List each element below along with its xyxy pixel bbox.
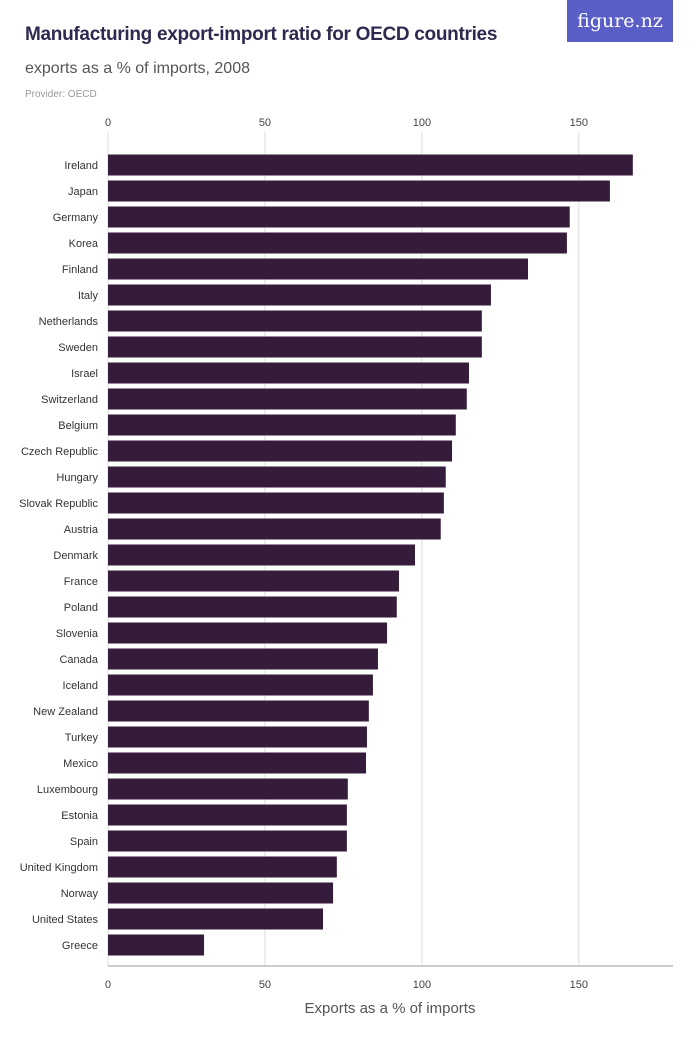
category-label: Mexico	[63, 758, 98, 770]
category-label: Hungary	[56, 472, 98, 484]
category-label: France	[64, 576, 98, 588]
bar-sweden	[108, 336, 482, 358]
x-tick-label-top: 150	[570, 117, 588, 129]
bar-greece	[108, 934, 205, 956]
bar-finland	[108, 258, 528, 280]
bar-slovak-republic	[108, 492, 444, 514]
category-label: Estonia	[61, 810, 99, 822]
bar-denmark	[108, 544, 415, 566]
category-label: Slovak Republic	[19, 498, 98, 510]
x-tick-label-bottom: 0	[105, 979, 111, 991]
bar-france	[108, 570, 399, 592]
bar-netherlands	[108, 310, 482, 332]
bar-norway	[108, 882, 334, 904]
chart-title: Manufacturing export-import ratio for OE…	[25, 24, 498, 45]
category-label: United States	[32, 914, 99, 926]
category-label: Iceland	[63, 680, 98, 692]
category-label: Poland	[64, 602, 98, 614]
category-label: New Zealand	[33, 706, 98, 718]
category-label: Italy	[78, 290, 99, 302]
bar-japan	[108, 180, 610, 202]
category-label: United Kingdom	[20, 862, 98, 874]
category-label: Austria	[64, 524, 99, 536]
provider-label: Provider: OECD	[25, 89, 97, 100]
bar-italy	[108, 284, 491, 306]
category-label: Germany	[53, 212, 99, 224]
bar-luxembourg	[108, 778, 348, 800]
category-label: Switzerland	[41, 394, 98, 406]
bar-ireland	[108, 154, 633, 176]
category-label: Greece	[62, 940, 98, 952]
category-label: Netherlands	[39, 316, 99, 328]
x-tick-label-top: 50	[259, 117, 271, 129]
bar-canada	[108, 648, 378, 670]
x-tick-label-top: 0	[105, 117, 111, 129]
category-label: Belgium	[58, 420, 98, 432]
bar-united-states	[108, 908, 324, 930]
x-tick-label-bottom: 100	[413, 979, 431, 991]
chart-subtitle: exports as a % of imports, 2008	[25, 60, 250, 77]
bar-switzerland	[108, 388, 467, 410]
bar-spain	[108, 830, 347, 852]
bar-poland	[108, 596, 397, 618]
x-axis-title: Exports as a % of imports	[305, 1000, 476, 1017]
bar-austria	[108, 518, 441, 540]
category-label: Canada	[59, 654, 98, 666]
bar-belgium	[108, 414, 456, 436]
x-tick-label-bottom: 50	[259, 979, 271, 991]
bar-germany	[108, 206, 570, 228]
category-label: Sweden	[58, 342, 98, 354]
category-label: Norway	[61, 888, 99, 900]
category-label: Turkey	[65, 732, 99, 744]
category-label: Korea	[69, 238, 99, 250]
category-label: Ireland	[64, 160, 98, 172]
category-label: Israel	[71, 368, 98, 380]
category-label: Slovenia	[56, 628, 99, 640]
bar-new-zealand	[108, 700, 369, 722]
bar-israel	[108, 362, 469, 384]
category-label: Finland	[62, 264, 98, 276]
category-label: Denmark	[53, 550, 98, 562]
bar-estonia	[108, 804, 347, 826]
category-label: Luxembourg	[37, 784, 98, 796]
bar-hungary	[108, 466, 446, 488]
category-label: Spain	[70, 836, 98, 848]
category-label: Japan	[68, 186, 98, 198]
bar-czech-republic	[108, 440, 453, 462]
bar-slovenia	[108, 622, 388, 644]
x-tick-label-top: 100	[413, 117, 431, 129]
x-tick-label-bottom: 150	[570, 979, 588, 991]
category-label: Czech Republic	[21, 446, 99, 458]
bar-iceland	[108, 674, 373, 696]
figure-nz-logo[interactable]: figure.nz	[567, 0, 673, 42]
bar-korea	[108, 232, 567, 254]
bar-turkey	[108, 726, 367, 748]
bar-mexico	[108, 752, 367, 774]
bar-united-kingdom	[108, 856, 337, 878]
